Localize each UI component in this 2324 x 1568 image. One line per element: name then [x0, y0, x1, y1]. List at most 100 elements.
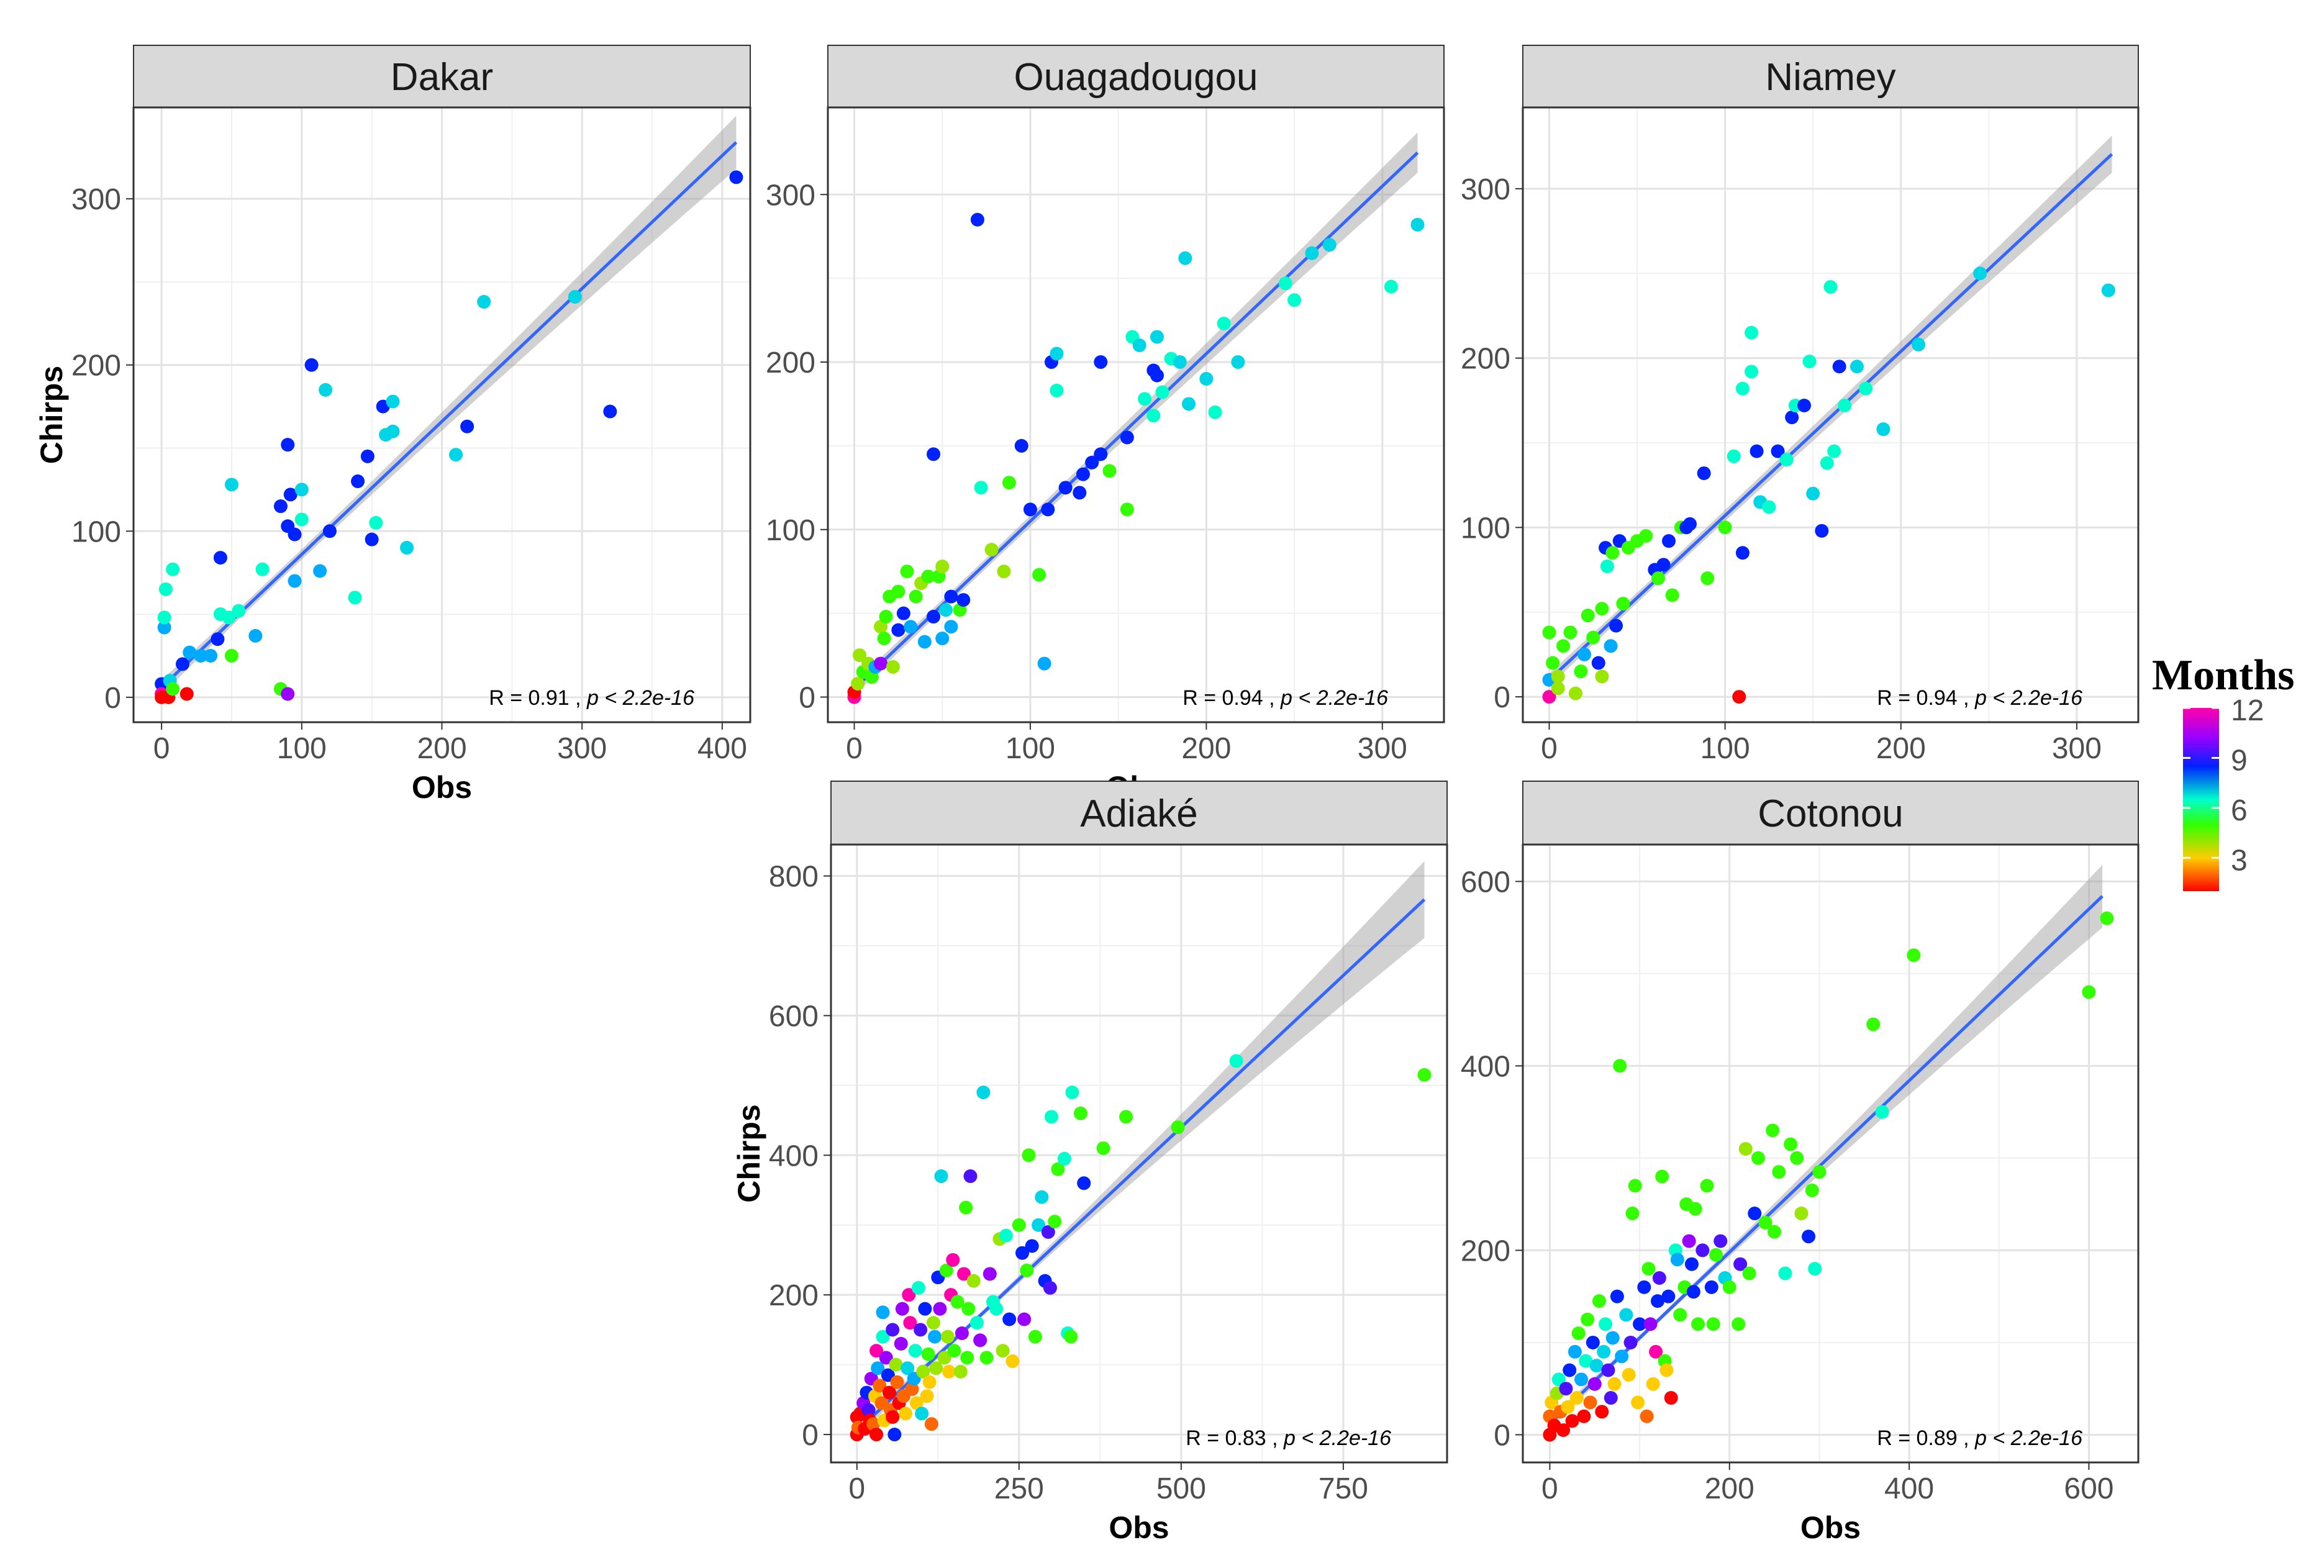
- data-point: [1041, 502, 1055, 517]
- data-point: [1150, 368, 1164, 383]
- stat-annotation: R = 0.83 , p < 2.2e-16: [1186, 1426, 1391, 1450]
- data-point: [904, 620, 918, 634]
- data-point: [1766, 1123, 1780, 1138]
- data-point: [879, 1351, 893, 1365]
- data-point: [1605, 546, 1620, 560]
- regression-line: [160, 141, 738, 689]
- data-point: [1146, 409, 1161, 423]
- data-point: [861, 1403, 876, 1417]
- data-point: [1732, 690, 1746, 704]
- data-point: [1085, 455, 1099, 469]
- data-point: [916, 1364, 930, 1379]
- data-point: [961, 1302, 976, 1316]
- data-point: [989, 1302, 1004, 1316]
- data-point: [934, 1169, 948, 1184]
- data-point: [1797, 399, 1812, 412]
- data-point: [1907, 948, 1921, 963]
- data-point: [1050, 347, 1064, 361]
- data-point: [1785, 410, 1799, 425]
- data-point: [1597, 1344, 1611, 1359]
- data-point: [1587, 1377, 1602, 1391]
- data-point: [915, 1407, 929, 1421]
- data-point: [924, 1417, 938, 1431]
- data-point: [1384, 279, 1398, 294]
- data-point: [1656, 558, 1671, 572]
- y-tick-label: 200: [71, 350, 121, 383]
- data-point: [1682, 517, 1697, 531]
- x-tick-label: 300: [1358, 732, 1407, 765]
- data-point: [1609, 619, 1623, 633]
- data-point: [1581, 1312, 1595, 1326]
- data-point: [1022, 1148, 1036, 1162]
- data-point: [288, 527, 302, 542]
- data-point: [853, 648, 867, 663]
- data-point: [1132, 338, 1146, 353]
- data-point: [1794, 1207, 1809, 1221]
- y-tick-label: 300: [1461, 173, 1510, 206]
- data-point: [1838, 399, 1852, 412]
- data-point: [1002, 1312, 1017, 1326]
- data-point: [882, 1385, 896, 1400]
- data-point: [947, 1344, 961, 1358]
- panel-4: Cotonou 0 200 400 600 0 200 400 600 R = 0.89 , p …: [1461, 781, 2140, 1545]
- data-point: [887, 1428, 902, 1442]
- data-point: [1700, 1179, 1714, 1193]
- stat-r: R = 0.94 ,: [1182, 686, 1281, 710]
- data-point: [2100, 911, 2114, 925]
- data-point: [1138, 392, 1152, 406]
- data-point: [969, 1316, 984, 1330]
- data-point: [1199, 372, 1214, 386]
- y-tick-label: 200: [1461, 1235, 1510, 1267]
- facet-title: Dakar: [391, 56, 493, 99]
- y-tick-label: 400: [769, 1140, 819, 1172]
- y-tick-label: 300: [71, 183, 121, 216]
- data-point: [1150, 330, 1164, 344]
- data-point: [1649, 1344, 1663, 1359]
- data-point: [1017, 1312, 1032, 1326]
- data-point: [877, 632, 891, 646]
- x-tick-label: 100: [1700, 732, 1750, 765]
- data-point: [1551, 669, 1565, 684]
- y-tick-label: 100: [1461, 512, 1510, 545]
- y-tick-label: 200: [766, 347, 815, 379]
- data-point: [1410, 217, 1425, 232]
- x-tick-label: 500: [1156, 1472, 1206, 1505]
- data-point: [997, 564, 1011, 579]
- data-point: [935, 560, 950, 574]
- data-point: [955, 1326, 969, 1341]
- data-point: [1065, 1085, 1079, 1100]
- data-point: [1912, 337, 1926, 351]
- data-point: [281, 438, 295, 452]
- data-point: [1581, 609, 1595, 623]
- data-point: [911, 1280, 925, 1295]
- data-point: [1859, 381, 1873, 396]
- data-point: [1727, 449, 1741, 463]
- facet-strip: [1522, 781, 2139, 845]
- data-point: [879, 610, 893, 624]
- data-point: [1738, 1142, 1753, 1156]
- data-point: [1655, 1169, 1669, 1184]
- data-point: [937, 1351, 951, 1365]
- data-point: [979, 1351, 994, 1365]
- data-point: [1556, 1423, 1571, 1438]
- data-point: [886, 659, 900, 674]
- data-point: [1561, 1400, 1575, 1414]
- data-point: [1806, 486, 1820, 501]
- data-point: [1231, 355, 1245, 369]
- y-axis-label: Chirps: [732, 1104, 766, 1202]
- data-point: [1640, 1409, 1654, 1423]
- x-tick-label: 750: [1319, 1472, 1368, 1505]
- data-point: [918, 1302, 932, 1316]
- data-point: [1758, 1215, 1773, 1230]
- data-point: [224, 648, 238, 663]
- data-point: [1120, 502, 1134, 517]
- data-point: [1750, 444, 1764, 458]
- data-point: [1622, 1367, 1636, 1382]
- data-point: [213, 551, 227, 565]
- data-point: [942, 1364, 956, 1379]
- data-point: [1651, 571, 1666, 586]
- y-tick-label: 0: [1494, 681, 1510, 714]
- data-point: [1569, 1391, 1584, 1405]
- data-point: [460, 419, 474, 433]
- data-point: [1641, 1262, 1656, 1276]
